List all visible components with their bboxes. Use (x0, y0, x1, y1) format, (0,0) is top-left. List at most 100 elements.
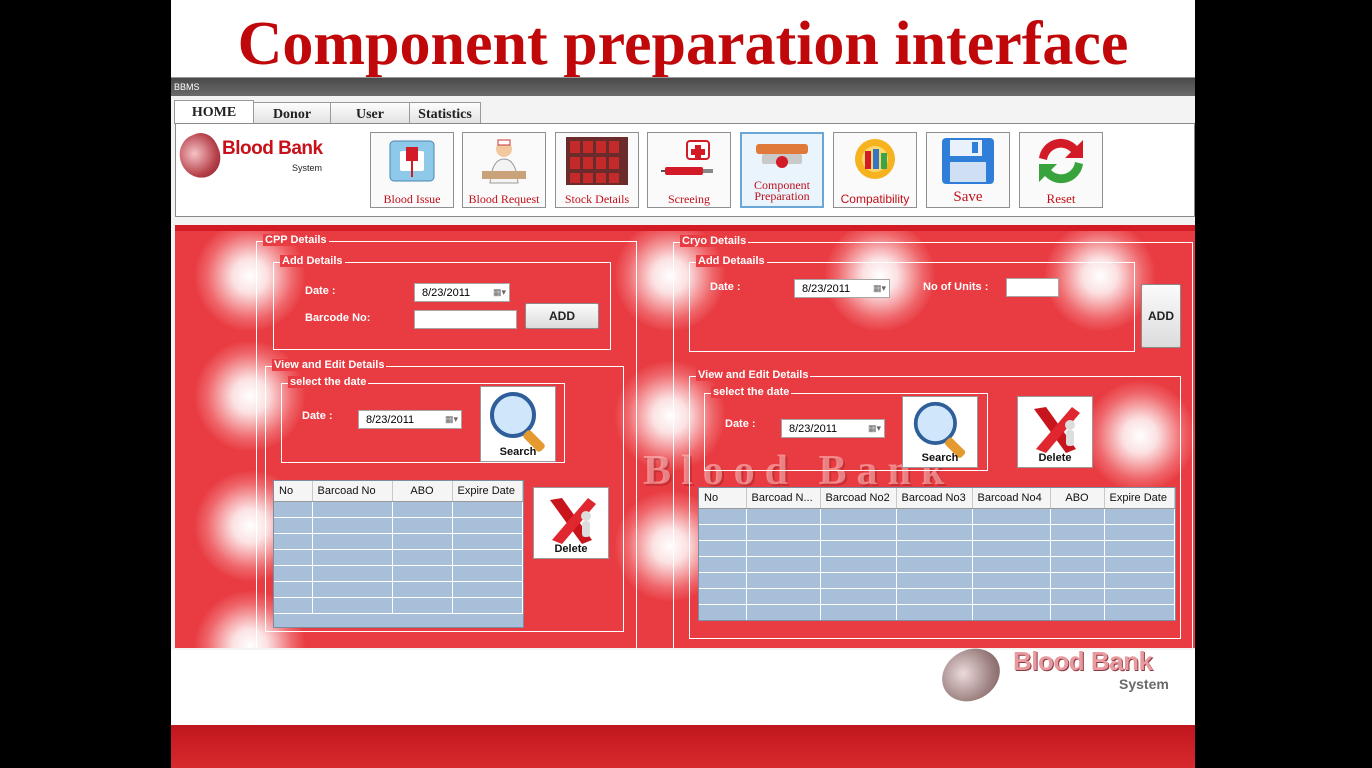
table-row[interactable] (699, 508, 1175, 525)
screening-button[interactable]: Screeing (647, 132, 731, 208)
cryo-search-button[interactable]: Search (902, 396, 978, 468)
cryo-view-date-label: Date : (725, 418, 756, 430)
stock-details-label: Stock Details (564, 192, 630, 206)
compatibility-button[interactable]: Compatibility (833, 132, 917, 208)
calendar-dropdown-icon[interactable]: ▦▾ (867, 423, 881, 433)
cryo-details-title: Cryo Details (680, 235, 749, 247)
column-header[interactable]: Barcoad N... (746, 488, 821, 509)
magnifier-search-icon (913, 401, 966, 458)
cryo-units-input[interactable] (1006, 278, 1059, 297)
footer-logo-subtitle: System (1119, 676, 1169, 692)
logo-title: Blood Bank (222, 138, 323, 159)
main-tabs: HOME Donor User Statistics (174, 100, 481, 124)
cryo-add-date-picker[interactable]: 8/23/2011 ▦▾ (794, 279, 890, 298)
column-header[interactable]: Barcoad No4 (972, 488, 1051, 509)
table-row[interactable] (699, 572, 1175, 589)
component-preparation-label: Component Preparation (754, 178, 810, 203)
table-row[interactable] (699, 556, 1175, 573)
column-header[interactable]: Barcoad No3 (896, 488, 973, 509)
cryo-select-date-title: select the date (711, 386, 792, 398)
footer-blood-bank-logo: Blood Bank System (931, 638, 1181, 712)
save-label: Save (953, 189, 983, 205)
tab-home[interactable]: HOME (174, 100, 254, 124)
blood-request-label: Blood Request (468, 192, 540, 206)
column-header[interactable]: Barcoad No (312, 481, 393, 502)
screening-label: Screeing (668, 192, 710, 206)
blood-drop-logo-icon (172, 127, 228, 185)
cryo-add-button[interactable]: ADD (1141, 284, 1181, 348)
cpp-select-date-group: select the date Date : 8/23/2011 ▦▾ (281, 376, 565, 463)
component-preparation-button[interactable]: Component Preparation (740, 132, 824, 208)
slide-title: Component preparation interface (237, 10, 1129, 78)
stock-details-button[interactable]: Stock Details (555, 132, 639, 208)
column-header[interactable]: No (699, 488, 747, 509)
table-row[interactable] (274, 549, 523, 566)
syringe-icon (656, 137, 722, 185)
reset-button[interactable]: Reset (1019, 132, 1103, 208)
blood-request-button[interactable]: Blood Request (462, 132, 546, 208)
cpp-add-button[interactable]: ADD (525, 303, 599, 329)
compatibility-label: Compatibility (840, 192, 910, 206)
decorative-glow (615, 231, 725, 331)
save-button[interactable]: Save (926, 132, 1010, 208)
blood-bag-icon (379, 137, 445, 185)
blood-bank-watermark: Blood Bank (643, 448, 955, 494)
table-row[interactable] (274, 517, 523, 534)
column-header[interactable]: ABO (1050, 488, 1105, 509)
blood-stock-icon (564, 137, 630, 185)
cpp-delete-button[interactable]: Delete (533, 487, 609, 559)
cryo-view-date-value: 8/23/2011 (789, 423, 838, 435)
cpp-search-button[interactable]: Search (480, 386, 556, 462)
cpp-barcode-input[interactable] (414, 310, 517, 329)
column-header[interactable]: Barcoad No2 (820, 488, 897, 509)
tab-user[interactable]: User (330, 102, 410, 124)
table-row[interactable] (274, 533, 523, 550)
column-header[interactable]: Expire Date (1104, 488, 1175, 509)
decorative-glow (195, 231, 305, 331)
cryo-add-date-value: 8/23/2011 (802, 283, 851, 295)
cryo-table: No Barcoad N... Barcoad No2 Barcoad No3 … (699, 488, 1175, 620)
footer-logo-title: Blood Bank (1013, 646, 1153, 676)
table-row[interactable] (274, 597, 523, 614)
cpp-view-edit-title: View and Edit Details (272, 359, 387, 371)
column-header[interactable]: ABO (392, 481, 453, 502)
nurse-icon (471, 137, 537, 185)
table-row[interactable] (699, 588, 1175, 605)
cpp-view-date-picker[interactable]: 8/23/2011 ▦▾ (358, 410, 462, 429)
column-header[interactable]: No (274, 481, 313, 502)
table-row[interactable] (274, 565, 523, 582)
window-title-bar: BBMS (171, 78, 1195, 96)
blood-drop-logo-icon (932, 638, 1010, 712)
slide-bottom-band (171, 725, 1195, 768)
cryo-select-date-group: select the date Date : 8/23/2011 ▦▾ (704, 386, 988, 471)
presentation-slide: Component preparation interface BBMS HOM… (171, 0, 1195, 768)
calendar-dropdown-icon[interactable]: ▦▾ (444, 414, 458, 424)
cryo-details-group: Cryo Details (673, 235, 1193, 648)
table-row[interactable] (274, 581, 523, 598)
cryo-delete-button[interactable]: Delete (1017, 396, 1093, 468)
table-row[interactable] (699, 524, 1175, 541)
table-row[interactable] (274, 501, 523, 518)
tab-donor[interactable]: Donor (253, 102, 331, 124)
table-row[interactable] (699, 540, 1175, 557)
window-title: BBMS (174, 82, 200, 92)
delete-x-icon (550, 498, 596, 544)
compatibility-icon (842, 137, 908, 185)
column-header[interactable]: Expire Date (452, 481, 523, 502)
cryo-view-date-picker[interactable]: 8/23/2011 ▦▾ (781, 419, 885, 438)
cpp-add-details-title: Add Details (280, 255, 345, 267)
tab-statistics[interactable]: Statistics (409, 102, 481, 124)
cpp-select-date-title: select the date (288, 376, 369, 388)
cryo-details-grid[interactable]: No Barcoad N... Barcoad No2 Barcoad No3 … (698, 487, 1176, 621)
calendar-dropdown-icon[interactable]: ▦▾ (492, 287, 506, 297)
blood-bank-logo: Blood Bank System (172, 127, 330, 185)
decorative-glow (1085, 381, 1195, 491)
cryo-delete-label: Delete (1038, 452, 1072, 464)
cpp-view-edit-group: View and Edit Details (265, 359, 624, 632)
calendar-dropdown-icon[interactable]: ▦▾ (872, 283, 886, 293)
cpp-details-grid[interactable]: No Barcoad No ABO Expire Date (273, 480, 524, 628)
table-row[interactable] (699, 604, 1175, 620)
blood-issue-button[interactable]: Blood Issue (370, 132, 454, 208)
cpp-search-label: Search (499, 446, 537, 458)
cpp-add-date-picker[interactable]: 8/23/2011 ▦▾ (414, 283, 510, 302)
